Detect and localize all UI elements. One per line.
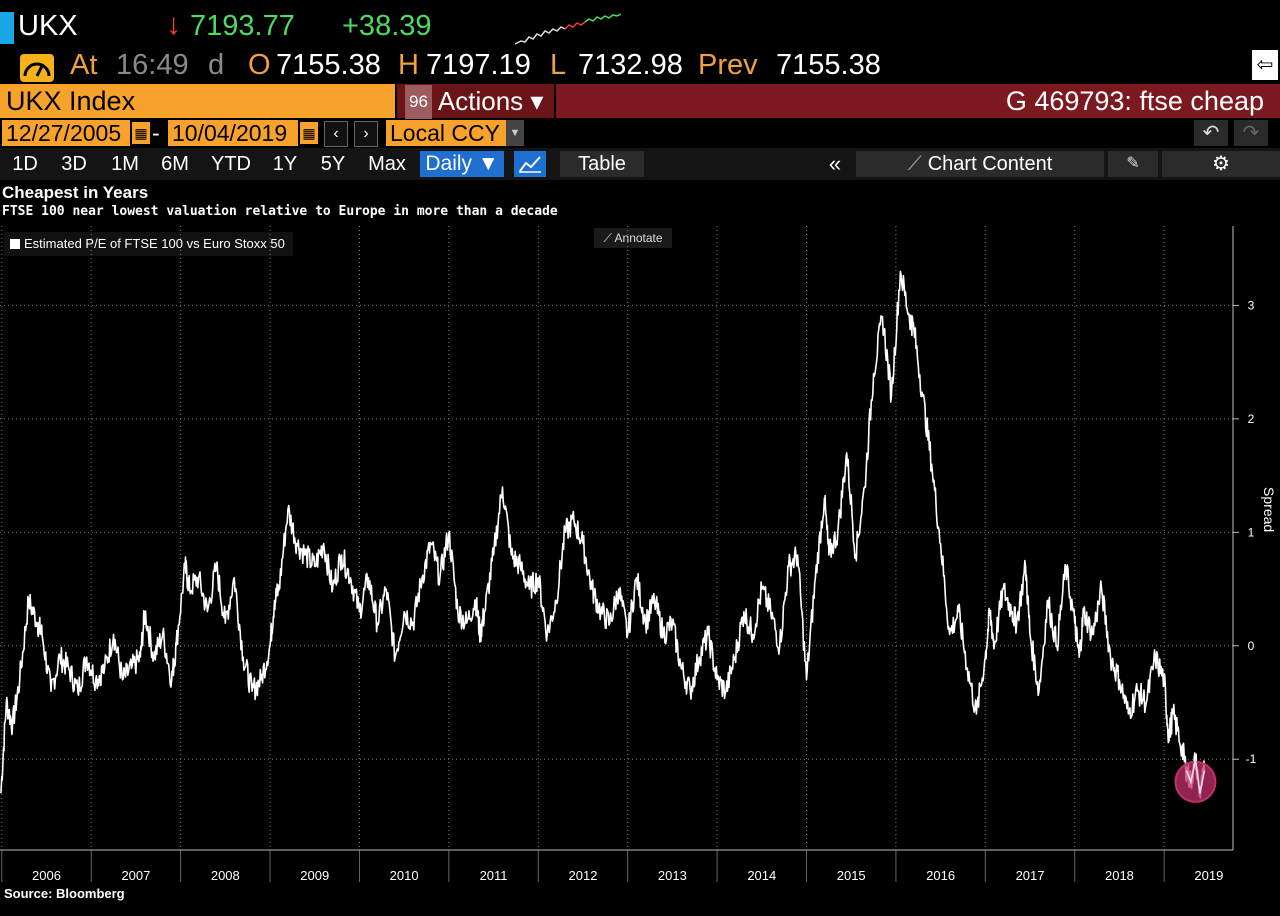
gear-icon[interactable]: ⚙ <box>1162 151 1280 177</box>
page-title: G 469793: ftse cheap <box>556 84 1280 118</box>
security-field[interactable]: UKX Index <box>0 84 395 118</box>
chart-area[interactable]: 2006 2007 2008 2009 2010 2011 2012 2013 2014 2015… <box>0 226 1280 886</box>
ticker-symbol[interactable]: UKX <box>18 10 78 42</box>
prev-value: 7155.38 <box>776 49 881 81</box>
down-arrow-icon: ↓ <box>166 8 181 41</box>
y-tick-label: 1 <box>1248 525 1255 539</box>
chart-content-icon: ⟋ <box>907 153 922 175</box>
period-ytd[interactable]: YTD <box>211 153 251 175</box>
chevron-down-icon[interactable]: ▼ <box>506 120 524 146</box>
calendar-icon[interactable]: ▦ <box>300 122 318 144</box>
x-tick-label: 2007 <box>121 868 150 883</box>
y-axis-label: Spread <box>1261 487 1277 532</box>
low-value: 7132.98 <box>578 49 683 81</box>
sparkline-red-segment <box>564 21 586 30</box>
high-value: 7197.19 <box>426 49 531 81</box>
x-tick-label: 2014 <box>747 868 776 883</box>
annotate-label: Annotate <box>614 231 663 245</box>
y-tick-label: 3 <box>1248 298 1255 312</box>
annotate-button[interactable]: ⟋ Annotate <box>594 228 672 248</box>
chart-title: Cheapest in Years <box>2 183 149 202</box>
open-value: 7155.38 <box>276 49 381 81</box>
net-change: +38.39 <box>342 10 432 42</box>
x-tick-label: 2011 <box>480 868 508 883</box>
sparkline-white-segment <box>515 26 566 45</box>
annotate-icon: ⟋ <box>603 231 615 245</box>
command-row: UKX Index 96 Actions ▾ G 469793: ftse che… <box>0 84 1280 119</box>
ticker-row: UKX ↓ 7193.77 +38.39 <box>0 0 1280 48</box>
ticker-flag <box>0 12 14 44</box>
calendar-icon[interactable]: ▦ <box>132 122 150 144</box>
frequency-select[interactable]: Daily ▼ <box>420 151 504 177</box>
end-date-field[interactable]: 10/04/2019 <box>168 120 298 146</box>
period-max[interactable]: Max <box>368 153 406 175</box>
currency-select[interactable]: Local CCY <box>386 120 506 146</box>
actions-menu-button[interactable]: 96 Actions ▾ <box>397 84 554 119</box>
at-label: At <box>70 49 98 81</box>
period-1d[interactable]: 1D <box>12 153 38 175</box>
period-3d[interactable]: 3D <box>61 153 87 175</box>
last-price: 7193.77 <box>190 10 295 42</box>
high-label: H <box>398 49 419 81</box>
low-label: L <box>550 49 567 81</box>
highlight-circle-annotation[interactable] <box>1174 760 1217 803</box>
pencil-icon[interactable]: ✎ <box>1108 151 1158 177</box>
sparkline-green-segment <box>584 13 621 23</box>
double-chevron-left-icon[interactable]: « <box>828 151 842 176</box>
actions-label: Actions ▾ <box>437 86 544 116</box>
legend-swatch <box>10 239 20 249</box>
table-button[interactable]: Table <box>560 151 644 177</box>
x-tick-label: 2018 <box>1105 868 1134 883</box>
legend[interactable]: Estimated P/E of FTSE 100 vs Euro Stoxx … <box>4 232 293 256</box>
x-tick-label: 2010 <box>390 868 419 883</box>
open-label: O <box>248 49 271 81</box>
chart-content-button[interactable]: ⟋ Chart Content <box>856 151 1104 177</box>
x-tick-label: 2006 <box>32 868 61 883</box>
legend-label: Estimated P/E of FTSE 100 vs Euro Stoxx … <box>24 236 285 251</box>
quote-row: At 16:49 d O 7155.38 H 7197.19 L 7132.98… <box>0 48 1280 84</box>
period-toolbar: 1D 3D 1M 6M YTD 1Y 5Y Max Daily ▼ Table … <box>0 148 1280 180</box>
actions-number-badge: 96 <box>405 85 432 119</box>
x-tick-label: 2016 <box>926 868 955 883</box>
x-tick-label: 2015 <box>837 868 866 883</box>
period-5y[interactable]: 5Y <box>320 153 346 175</box>
intraday-sparkline <box>515 13 621 45</box>
series-line-tail <box>1185 759 1206 794</box>
prev-label: Prev <box>698 49 758 81</box>
series-line-pe-spread[interactable] <box>0 270 1206 799</box>
x-tick-label: 2008 <box>211 868 240 883</box>
date-range-row: 12/27/2005 ▦ - 10/04/2019 ▦ ‹ › Local CC… <box>0 120 1280 148</box>
line-chart-icon[interactable] <box>514 151 546 177</box>
chart-content-label: Chart Content <box>927 153 1053 175</box>
x-tick-label: 2009 <box>300 868 329 883</box>
export-arrow-icon[interactable]: ⇦ <box>1252 50 1278 80</box>
y-tick-label: -1 <box>1246 752 1257 766</box>
speedometer-icon[interactable] <box>20 54 54 82</box>
next-period-button[interactable]: › <box>354 121 378 147</box>
y-tick-label: 0 <box>1248 639 1255 653</box>
period-1y[interactable]: 1Y <box>272 153 298 175</box>
previous-period-button[interactable]: ‹ <box>324 121 348 147</box>
period-6m[interactable]: 6M <box>161 153 189 175</box>
period-1m[interactable]: 1M <box>111 153 139 175</box>
date-separator: - <box>152 120 160 146</box>
source-note: Source: Bloomberg <box>4 886 125 901</box>
redo-icon[interactable]: ↷ <box>1234 120 1268 146</box>
time-suffix: d <box>208 49 225 81</box>
x-tick-label: 2019 <box>1194 868 1223 883</box>
start-date-field[interactable]: 12/27/2005 <box>2 120 130 146</box>
x-tick-label: 2012 <box>569 868 598 883</box>
quote-time: 16:49 <box>116 49 189 81</box>
chart-subtitle: FTSE 100 near lowest valuation relative … <box>2 204 558 219</box>
x-tick-label: 2017 <box>1016 868 1045 883</box>
x-tick-label: 2013 <box>658 868 687 883</box>
y-tick-label: 2 <box>1248 412 1255 426</box>
undo-icon[interactable]: ↶ <box>1194 120 1228 146</box>
